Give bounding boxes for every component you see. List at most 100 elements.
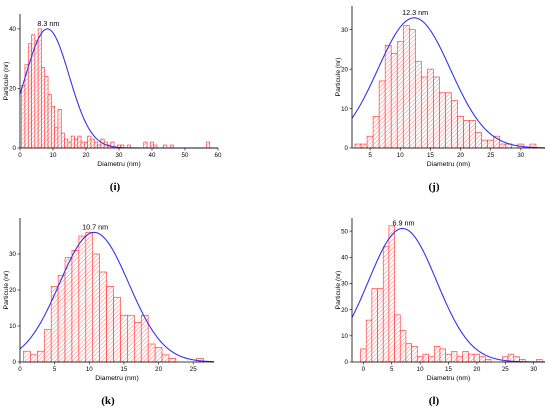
y-tick-label: 0 [13,145,17,152]
panel-label: (k) [101,395,115,407]
y-axis-title: Particule (nr) [335,271,342,310]
histogram-bar [150,141,154,149]
peak-annotation: 10.7 nm [82,222,108,231]
histogram-bar [439,348,446,363]
histogram-bar [468,353,475,363]
histogram-bar [469,120,476,149]
x-tick-label: 5 [53,366,57,373]
histogram-bar [416,356,424,363]
gaussian-fit-curve [351,17,546,149]
x-tick-label: 20 [457,152,464,159]
histogram-bar [44,76,49,149]
histogram-bar [92,253,100,363]
y-tick-label: 20 [9,287,16,294]
histogram-bar [365,319,373,363]
y-tick-label: 20 [9,86,16,93]
histogram-bar [399,330,407,363]
histogram-bar [439,92,446,149]
x-tick-label: 0 [362,366,366,373]
histogram-bar [473,353,481,363]
histogram-bar [71,250,80,363]
x-tick-label: 0 [18,366,22,373]
y-tick-label: 10 [341,333,348,340]
y-tick-label: 10 [9,323,16,330]
histogram-bar [134,322,142,363]
histogram-bar [99,271,107,363]
histogram-bar [427,68,434,149]
histogram-bar [445,353,452,363]
histogram-bar [481,139,489,149]
histogram-bar [445,92,452,149]
histogram-bar [402,25,410,149]
y-axis-title: Particule (nr) [3,271,10,310]
histogram-bar [377,288,384,363]
histogram-bar [147,343,156,363]
chart-panel: 0 5 10 15 20 25 0 10 20 30 Diametru (nm) Particule … [3,218,215,407]
histogram-bar [113,296,121,363]
histogram-bar [384,45,392,149]
gaussian-fit-curve [351,227,545,363]
histogram-bar [41,67,46,149]
histogram-bar [34,40,39,149]
histogram-bar [50,286,59,363]
histogram-bar [405,343,412,363]
histogram-bar [499,143,507,149]
histogram-bar [43,329,52,363]
x-axis-title: Diametru (nm) [97,161,140,168]
histogram-bar [21,85,26,149]
x-tick-label: 0 [18,152,22,159]
histogram-bar [80,141,85,149]
histogram-bar [57,275,66,363]
x-axis-title: Diametru (nm) [95,375,138,382]
histogram-bar [463,120,470,149]
histogram-bar [143,141,148,149]
y-tick-label: 20 [341,66,348,73]
panel-label: (l) [429,395,440,407]
histogram-bar [78,235,87,363]
histogram-bar [85,232,94,363]
histogram-bar [64,257,73,363]
y-tick-label: 0 [345,145,349,152]
histogram-bar [37,350,45,363]
histogram-bar [30,354,38,363]
histogram-bar [161,354,170,363]
x-axis-title: Diametru (nm) [427,375,470,382]
y-tick-label: 30 [9,251,16,258]
x-tick-label: 30 [116,152,123,159]
histogram-bar [382,246,390,363]
panel-label: (j) [429,181,440,193]
x-tick-label: 15 [427,152,434,159]
x-tick-label: 10 [50,152,57,159]
histogram-bar [378,80,386,149]
histogram-bar [456,356,463,363]
histogram-bar [90,138,95,149]
histogram-bar [422,353,429,363]
histogram-bar [154,347,163,363]
histogram-bar [366,135,374,149]
y-tick-label: 40 [9,26,16,33]
y-tick-label: 20 [341,307,348,314]
x-tick-label: 60 [215,152,222,159]
x-tick-label: 5 [368,152,372,159]
x-tick-label: 10 [86,366,93,373]
histogram-bar [411,345,418,363]
histogram-bar [57,108,62,149]
x-tick-label: 40 [149,152,156,159]
histogram-bar [462,351,469,363]
histogram-bar [23,350,31,363]
x-tick-label: 15 [445,366,452,373]
histogram-bar [479,356,486,363]
histogram-bar [168,358,177,363]
histogram-bar [396,41,404,149]
histogram-bar [415,60,422,149]
histogram-bar [360,348,367,363]
y-axis-title: Particule (nr) [3,62,10,101]
histogram-bar [70,135,75,149]
y-tick-label: 50 [341,228,348,235]
histogram-bar [127,314,135,363]
x-tick-label: 20 [155,366,162,373]
histogram-bar [457,116,464,149]
histogram-bar [206,141,211,149]
histogram-bar [54,126,59,149]
